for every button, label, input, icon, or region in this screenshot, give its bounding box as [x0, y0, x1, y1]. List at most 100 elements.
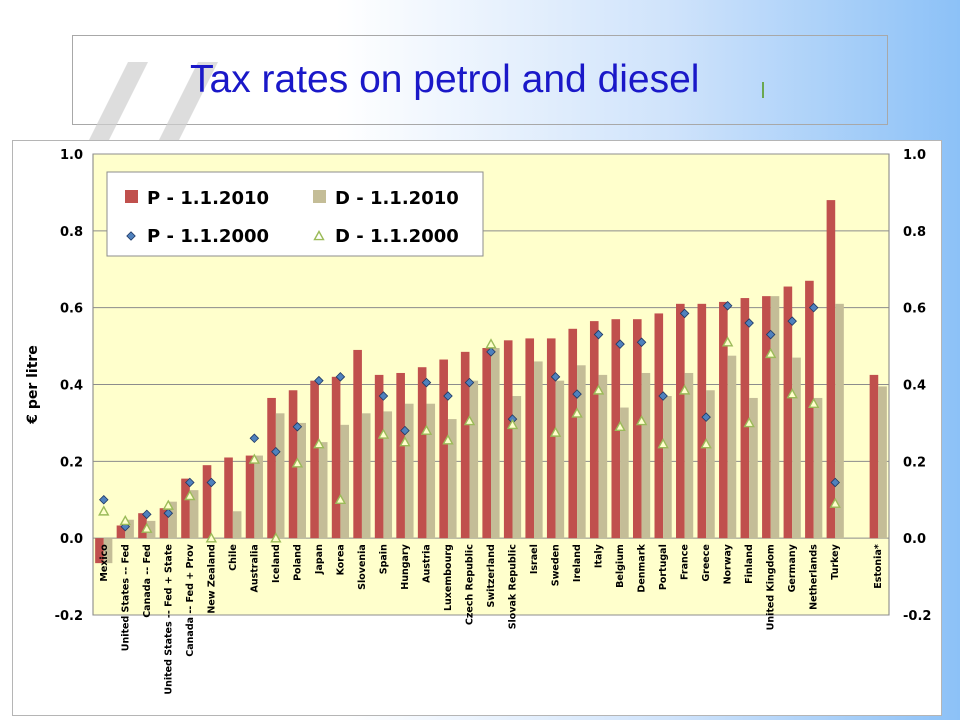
category-label: Spain [378, 544, 389, 574]
marker-diesel-2000 [721, 336, 734, 347]
legend-label: D - 1.1.2010 [335, 188, 459, 209]
bar-diesel-2010 [383, 411, 393, 539]
category-label: Italy [594, 543, 605, 568]
category-label: Poland [292, 544, 303, 581]
bar-petrol-2010 [138, 513, 147, 539]
bar-petrol-2010 [589, 321, 599, 539]
category-label: Israel [529, 544, 540, 574]
bar-petrol-2010 [267, 397, 276, 539]
marker-diesel-2000 [463, 415, 476, 426]
bar-diesel-2010 [340, 424, 350, 539]
marker-diesel-2000 [764, 347, 777, 359]
bar-diesel-2010 [878, 386, 887, 539]
marker-petrol-2000 [142, 509, 152, 520]
marker-petrol-2000 [744, 318, 754, 328]
category-label: Japan [314, 544, 325, 575]
chart-frame: 1.0 1.0 0.8 0.8 0.6 0.6 0.4 0.4 0.2 0.2 0.0 0.0 -0.2… [12, 140, 942, 716]
category-label: United States -- Fed [120, 544, 131, 651]
category-label: Finland [744, 544, 755, 584]
marker-petrol-2000 [400, 425, 410, 436]
marker-diesel-2000 [678, 384, 691, 395]
bar-diesel-2010 [684, 372, 694, 539]
bar-diesel-2010 [598, 374, 608, 539]
bar-diesel-2010 [426, 403, 436, 539]
y-tick-label-left: 0.8 [60, 225, 83, 240]
category-label: Korea [335, 544, 346, 575]
bar-petrol-2010 [245, 455, 255, 539]
legend-label: D - 1.1.2000 [335, 226, 459, 247]
category-label: Mexico [99, 544, 110, 582]
bar-diesel-2010 [318, 442, 328, 539]
marker-petrol-2000 [722, 300, 733, 311]
marker-petrol-2000 [378, 391, 389, 401]
y-tick-label-left: 0.6 [60, 302, 83, 317]
category-label: Denmark [637, 543, 648, 592]
marker-diesel-2000 [399, 436, 411, 447]
bar-petrol-2010 [396, 372, 405, 539]
marker-petrol-2000 [486, 347, 496, 357]
marker-petrol-2000 [292, 421, 303, 432]
y-tick-label-right: 0.4 [903, 379, 926, 394]
marker-diesel-2000 [291, 457, 304, 468]
y-tick-label-right: 0.8 [903, 225, 926, 240]
bar-diesel-2010 [168, 501, 177, 539]
marker-petrol-2000 [271, 446, 281, 457]
legend-label: P - 1.1.2010 [147, 188, 269, 209]
marker-diesel-2000 [614, 420, 626, 432]
category-label: Czech Republic [464, 544, 475, 625]
bar-petrol-2010 [740, 298, 750, 539]
bar-petrol-2010 [869, 374, 879, 539]
category-label: Belgium [615, 544, 626, 588]
bar-petrol-2010 [482, 348, 491, 539]
bar-petrol-2010 [525, 338, 535, 539]
bar-diesel-2010 [577, 365, 586, 539]
marker-petrol-2000 [615, 339, 625, 349]
y-tick-label-right: 0.0 [903, 532, 926, 547]
bar-diesel-2010 [620, 407, 629, 539]
bar-petrol-2010 [783, 286, 793, 539]
legend-swatch [125, 190, 138, 203]
bar-petrol-2010 [374, 374, 384, 539]
bar-diesel-2010 [534, 361, 543, 539]
y-tick-label-left: -0.2 [55, 609, 83, 624]
bar-diesel-2010 [254, 455, 263, 539]
bar-diesel-2010 [275, 413, 285, 539]
marker-diesel-2000 [506, 418, 519, 430]
marker-diesel-2000 [141, 522, 153, 533]
marker-petrol-2000 [830, 477, 840, 488]
marker-diesel-2000 [743, 416, 755, 428]
y-tick-label-left: 0.4 [60, 379, 83, 394]
bar-diesel-2010 [146, 520, 156, 539]
marker-diesel-2000 [592, 384, 605, 395]
category-label: Slovak Republic [508, 544, 519, 629]
bar-diesel-2010 [125, 519, 134, 539]
marker-petrol-2000 [443, 391, 453, 401]
category-label: Turkey [830, 543, 841, 579]
category-label: Portugal [658, 544, 669, 590]
bar-petrol-2010 [116, 525, 126, 539]
y-tick-label-left: 0.0 [60, 532, 83, 547]
bar-diesel-2010 [770, 296, 780, 539]
marker-diesel-2000 [420, 424, 433, 435]
marker-diesel-2000 [571, 407, 583, 418]
bar-petrol-2010 [546, 338, 556, 539]
y-tick-label-left: 0.2 [60, 455, 83, 470]
marker-diesel-2000 [549, 426, 562, 437]
title-box [72, 35, 888, 125]
bar-petrol-2010 [460, 351, 470, 539]
marker-diesel-2000 [184, 489, 196, 501]
bar-diesel-2010 [361, 413, 371, 539]
bar-diesel-2010 [792, 357, 801, 539]
bar-diesel-2010 [297, 422, 306, 539]
bar-diesel-2010 [663, 396, 672, 539]
marker-diesel-2000 [313, 438, 325, 449]
marker-petrol-2000 [421, 377, 432, 388]
page-title: Tax rates on petrol and diesel [190, 58, 700, 101]
marker-petrol-2000 [335, 372, 346, 382]
bar-diesel-2010 [232, 511, 242, 539]
bar-diesel-2010 [706, 390, 715, 539]
y-axis-label: € per litre [25, 345, 41, 425]
category-label: Estonia* [873, 544, 884, 589]
marker-diesel-2000 [377, 428, 390, 439]
bar-petrol-2010 [310, 380, 319, 539]
